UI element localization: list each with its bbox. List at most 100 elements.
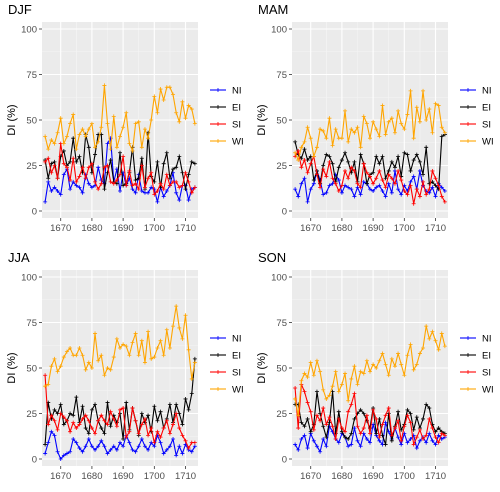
data-point-ei xyxy=(336,165,341,170)
data-point-wi xyxy=(377,134,382,139)
data-point-si xyxy=(439,194,444,199)
data-point-ni xyxy=(361,179,366,184)
data-point-si xyxy=(374,416,379,421)
data-point-ni xyxy=(430,438,435,443)
data-point-ni xyxy=(355,438,360,443)
data-point-si xyxy=(355,181,360,186)
data-point-ni xyxy=(164,447,169,452)
data-point-ni xyxy=(64,451,69,456)
data-point-si xyxy=(155,429,160,434)
data-point-si xyxy=(86,165,91,170)
data-point-ni xyxy=(139,188,144,193)
data-point-si xyxy=(333,181,338,186)
data-point-wi xyxy=(55,369,60,374)
data-point-si xyxy=(114,424,119,429)
data-point-ni xyxy=(118,440,122,445)
data-point-ni xyxy=(161,451,166,456)
data-point-ni xyxy=(49,429,54,434)
legend-label-si: SI xyxy=(482,367,491,378)
data-point-ei xyxy=(68,159,73,164)
data-point-ni xyxy=(130,187,135,192)
data-point-si xyxy=(133,418,138,423)
data-point-si xyxy=(118,407,122,412)
data-point-wi xyxy=(142,127,147,132)
data-point-ni xyxy=(80,449,85,454)
data-point-wi xyxy=(46,147,51,152)
legend-marker-ei xyxy=(216,353,220,357)
data-point-ei xyxy=(308,429,313,434)
data-point-si xyxy=(136,187,141,192)
data-point-wi xyxy=(417,351,422,356)
data-point-si xyxy=(55,427,60,432)
data-point-wi xyxy=(121,342,126,347)
data-point-ni xyxy=(108,447,113,452)
data-point-si xyxy=(77,174,82,179)
data-point-ei xyxy=(52,159,57,164)
y-tick-label: 25 xyxy=(276,409,287,420)
data-point-wi xyxy=(333,369,338,374)
data-point-si xyxy=(155,188,160,193)
data-point-si xyxy=(436,183,441,188)
data-point-ei xyxy=(83,426,88,431)
data-point-wi xyxy=(136,119,141,124)
x-tick-label: 1700 xyxy=(144,223,165,234)
data-point-wi xyxy=(399,362,404,367)
data-point-ei xyxy=(380,154,385,159)
data-point-ei xyxy=(311,178,316,183)
x-tick-label: 1670 xyxy=(300,471,321,482)
data-point-ei xyxy=(93,402,98,407)
data-point-wi xyxy=(105,366,110,370)
data-point-si xyxy=(321,167,326,172)
legend: NI EI SI WI xyxy=(460,333,494,395)
data-point-si xyxy=(433,435,438,440)
legend-label-ei: EI xyxy=(482,350,491,361)
data-point-wi xyxy=(74,353,79,358)
data-point-si xyxy=(430,168,435,173)
legend-label-si: SI xyxy=(482,119,491,130)
data-point-si xyxy=(427,416,432,421)
data-point-wi xyxy=(349,376,354,381)
data-point-wi xyxy=(155,110,160,115)
data-point-ni xyxy=(311,181,316,186)
data-point-wi xyxy=(161,97,166,102)
data-point-ei xyxy=(396,154,401,159)
data-point-wi xyxy=(380,351,385,356)
data-point-ei xyxy=(361,411,366,416)
data-point-si xyxy=(421,436,426,441)
data-point-ei xyxy=(189,159,194,164)
data-point-ni xyxy=(377,438,382,443)
data-point-wi xyxy=(383,362,388,367)
data-point-ei xyxy=(183,187,188,192)
data-point-wi xyxy=(89,366,94,370)
data-point-ei xyxy=(346,159,351,164)
panel-title: SON xyxy=(258,250,286,265)
legend: NI EI SI WI xyxy=(210,333,244,395)
data-point-wi xyxy=(124,344,129,349)
data-point-si xyxy=(139,163,144,168)
data-point-ni xyxy=(380,188,385,193)
data-point-ni xyxy=(408,436,413,441)
data-point-ni xyxy=(146,190,151,195)
data-point-ei xyxy=(405,407,410,412)
data-point-ni xyxy=(158,440,163,445)
data-point-ei xyxy=(324,152,329,157)
legend-label-wi: WI xyxy=(232,384,244,395)
data-point-si xyxy=(102,165,107,170)
data-point-wi xyxy=(46,382,51,387)
data-point-wi xyxy=(93,145,98,150)
data-point-ni xyxy=(327,183,332,188)
data-point-si xyxy=(380,178,385,183)
x-tick-label: 1690 xyxy=(113,471,134,482)
y-axis-label: DI (%) xyxy=(256,352,268,383)
data-point-si xyxy=(171,422,176,427)
data-point-ni xyxy=(89,185,94,190)
data-point-wi xyxy=(417,119,422,124)
data-point-si xyxy=(355,424,360,429)
data-point-wi xyxy=(396,108,401,113)
data-point-wi xyxy=(86,360,91,365)
data-point-ei xyxy=(46,176,51,181)
x-tick-label: 1690 xyxy=(363,223,384,234)
data-point-wi xyxy=(436,347,441,352)
legend-label-si: SI xyxy=(232,367,241,378)
data-point-wi xyxy=(433,101,438,106)
